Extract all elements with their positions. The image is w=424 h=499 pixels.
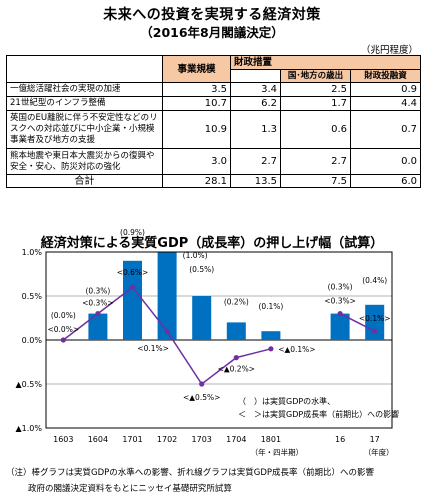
bar-value-label: (0.0%) (51, 311, 76, 320)
bar (157, 252, 177, 340)
x-tick-label: 1704 (226, 435, 246, 444)
cell-fiscal: 1.3 (230, 110, 281, 149)
bar-value-label: (0.3%) (328, 283, 353, 292)
line-point (129, 284, 136, 290)
x-tick-label: 1701 (122, 435, 142, 444)
line-value-label: <0.1%> (359, 314, 391, 323)
cell-fiscal: 2.7 (230, 148, 281, 175)
line-value-label: <▲0.2%> (218, 365, 255, 374)
line-point (164, 328, 170, 334)
chart-title: 経済対策による実質GDP（成長率）の押し上げ幅（試算） (40, 236, 384, 251)
page-subtitle: （2016年8月閣議決定） (140, 25, 284, 40)
bar-value-label: (0.3%) (85, 287, 110, 296)
bar (330, 313, 350, 340)
bar-value-label: (0.5%) (189, 265, 214, 274)
row-label: 熊本地震や東日本大震災からの復興や安全・安心、防災対応の強化 (6, 148, 163, 175)
x-axis-label-quarter: （年・四半期） (251, 447, 304, 457)
cell-local: 0.6 (280, 110, 351, 149)
bar (123, 260, 142, 340)
bar-value-label: (0.1%) (258, 302, 283, 311)
line-point (372, 328, 378, 334)
cell-invest: 0.0 (349, 148, 422, 175)
col-header-local: 国･地方の歳出 (280, 69, 351, 83)
cell-local: 2.7 (280, 148, 351, 175)
col-header-total: 事業規模 (162, 55, 231, 83)
y-tick-label: 0.0% (22, 336, 43, 345)
line-value-label: <▲0.1%> (278, 345, 315, 354)
bar-value-label: (0.4%) (362, 276, 387, 285)
y-tick-label: 0.5% (22, 292, 43, 301)
y-tick-label: 1.0% (22, 248, 43, 257)
cell-invest: 0.7 (349, 110, 422, 149)
growth-line (339, 312, 376, 332)
bar (192, 296, 212, 340)
bar (365, 304, 385, 340)
y-tick-label: ▲0.5% (16, 380, 43, 389)
line-point (233, 355, 239, 361)
line-point (60, 337, 66, 343)
bar (88, 313, 108, 340)
table-row: 21世紀型のインフラ整備 10.7 6.2 1.7 4.4 (6, 96, 422, 111)
line-value-label: <0.3%> (82, 299, 114, 308)
legend-paren: （ ）は実質GDPの水準、 (238, 396, 335, 406)
table-row: 一億総活躍社会の実現の加速 3.5 3.4 2.5 0.9 (6, 82, 422, 97)
unit-label: （兆円程度） (360, 45, 418, 56)
row-label: 英国のEU離脱に伴う不安定性などのリスクへの対応並びに中小企業・小規模事業者及び… (6, 110, 163, 149)
line-value-label: <▲0.5%> (183, 393, 220, 402)
plot-frame (45, 251, 393, 429)
cost-table: 事業規模 財政措置 国･地方の歳出 財政投融資 一億総活躍社会の実現の加速 3.… (6, 55, 422, 188)
x-tick-label: 1603 (53, 435, 73, 444)
page-title: 未来への投資を実現する経済対策 (103, 7, 321, 23)
line-value-label: <0.3%> (324, 297, 356, 306)
table-row: 英国のEU離脱に伴う不安定性などのリスクへの対応並びに中小企業・小規模事業者及び… (6, 110, 422, 149)
line-point (95, 311, 101, 317)
x-tick-label: 1604 (88, 435, 108, 444)
bar-value-label: (0.9%) (120, 228, 145, 237)
bar-value-label: (1.0%) (183, 251, 208, 260)
line-point (337, 311, 343, 317)
table-total-row: 合計 28.1 13.5 7.5 6.0 (6, 174, 422, 188)
legend-angle: ＜ ＞は実質GDP成長率（前期比）への影響 (238, 409, 399, 419)
line-point (199, 381, 205, 387)
col-header-invest: 財政投融資 (349, 69, 422, 83)
chart-note: （注）棒グラフは実質GDPの水準への影響、折れ線グラフは実質GDP成長率（前期比… (6, 468, 375, 478)
x-tick-label: 1801 (261, 435, 281, 444)
bar (226, 322, 246, 340)
line-value-label: <0.6%> (117, 268, 149, 277)
x-tick-label: 16 (335, 435, 345, 444)
chart-source: 政府の閣議決定資料をもとにニッセイ基礎研究所試算 (28, 484, 232, 494)
x-tick-label: 1703 (192, 435, 212, 444)
x-tick-label: 17 (370, 435, 380, 444)
line-point (268, 346, 274, 352)
line-value-label: <0.0%> (47, 325, 79, 334)
table-row: 熊本地震や東日本大震災からの復興や安全・安心、防災対応の強化 3.0 2.7 2… (6, 148, 422, 175)
cell-invest: 6.0 (349, 174, 422, 188)
bar (261, 331, 281, 340)
bar-value-label: (0.2%) (224, 297, 249, 306)
x-tick-label: 1702 (157, 435, 177, 444)
x-axis-label-year: （年度） (364, 447, 394, 457)
cell-total: 28.1 (162, 174, 231, 188)
line-value-label: <0.1%> (137, 344, 169, 353)
y-tick-label: ▲1.0% (16, 424, 43, 433)
